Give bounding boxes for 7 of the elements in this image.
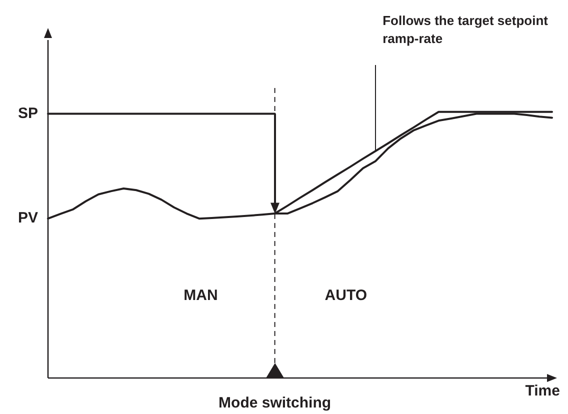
text: Mode switching	[218, 394, 332, 412]
x-axis-title: Time	[525, 382, 560, 400]
annotation: MAN	[184, 287, 218, 304]
series-label: PV	[18, 210, 38, 227]
callout: Follows the target setpoint ramp-rate	[374, 12, 563, 151]
series-label: SP	[18, 104, 38, 122]
annotation: AUTO	[324, 287, 368, 304]
